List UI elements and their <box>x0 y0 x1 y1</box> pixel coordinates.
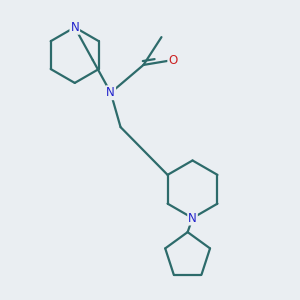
Text: N: N <box>106 86 115 99</box>
Text: N: N <box>188 212 197 224</box>
Text: O: O <box>168 53 178 67</box>
Text: N: N <box>70 21 79 34</box>
